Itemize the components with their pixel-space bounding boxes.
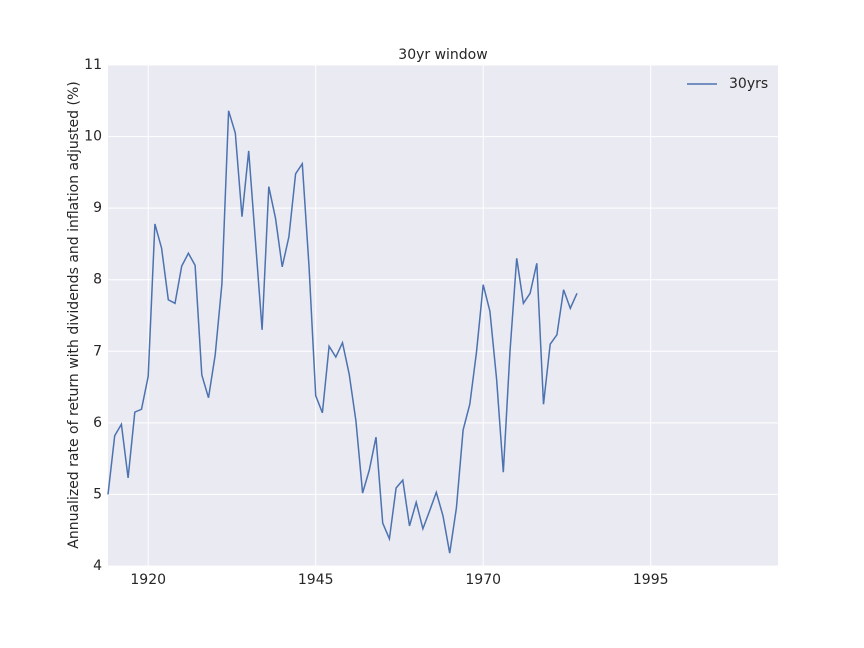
y-tick-label: 5 bbox=[93, 486, 102, 502]
y-tick-label: 10 bbox=[84, 129, 102, 145]
x-tick-label: 1945 bbox=[298, 572, 334, 588]
y-axis-label: Annualized rate of return with dividends… bbox=[66, 81, 82, 548]
y-tick-label: 7 bbox=[93, 343, 102, 359]
plot-area bbox=[108, 65, 778, 566]
x-tick-label: 1970 bbox=[465, 572, 501, 588]
y-tick-label: 6 bbox=[93, 415, 102, 431]
y-tick-label: 8 bbox=[93, 272, 102, 288]
y-tick-label: 11 bbox=[84, 57, 102, 73]
y-tick-label: 9 bbox=[93, 200, 102, 216]
legend-label: 30yrs bbox=[729, 76, 768, 92]
chart-title: 30yr window bbox=[398, 47, 487, 63]
x-tick-label: 1995 bbox=[633, 572, 669, 588]
y-tick-label: 4 bbox=[93, 558, 102, 574]
x-tick-label: 1920 bbox=[130, 572, 166, 588]
data-line bbox=[107, 110, 578, 554]
